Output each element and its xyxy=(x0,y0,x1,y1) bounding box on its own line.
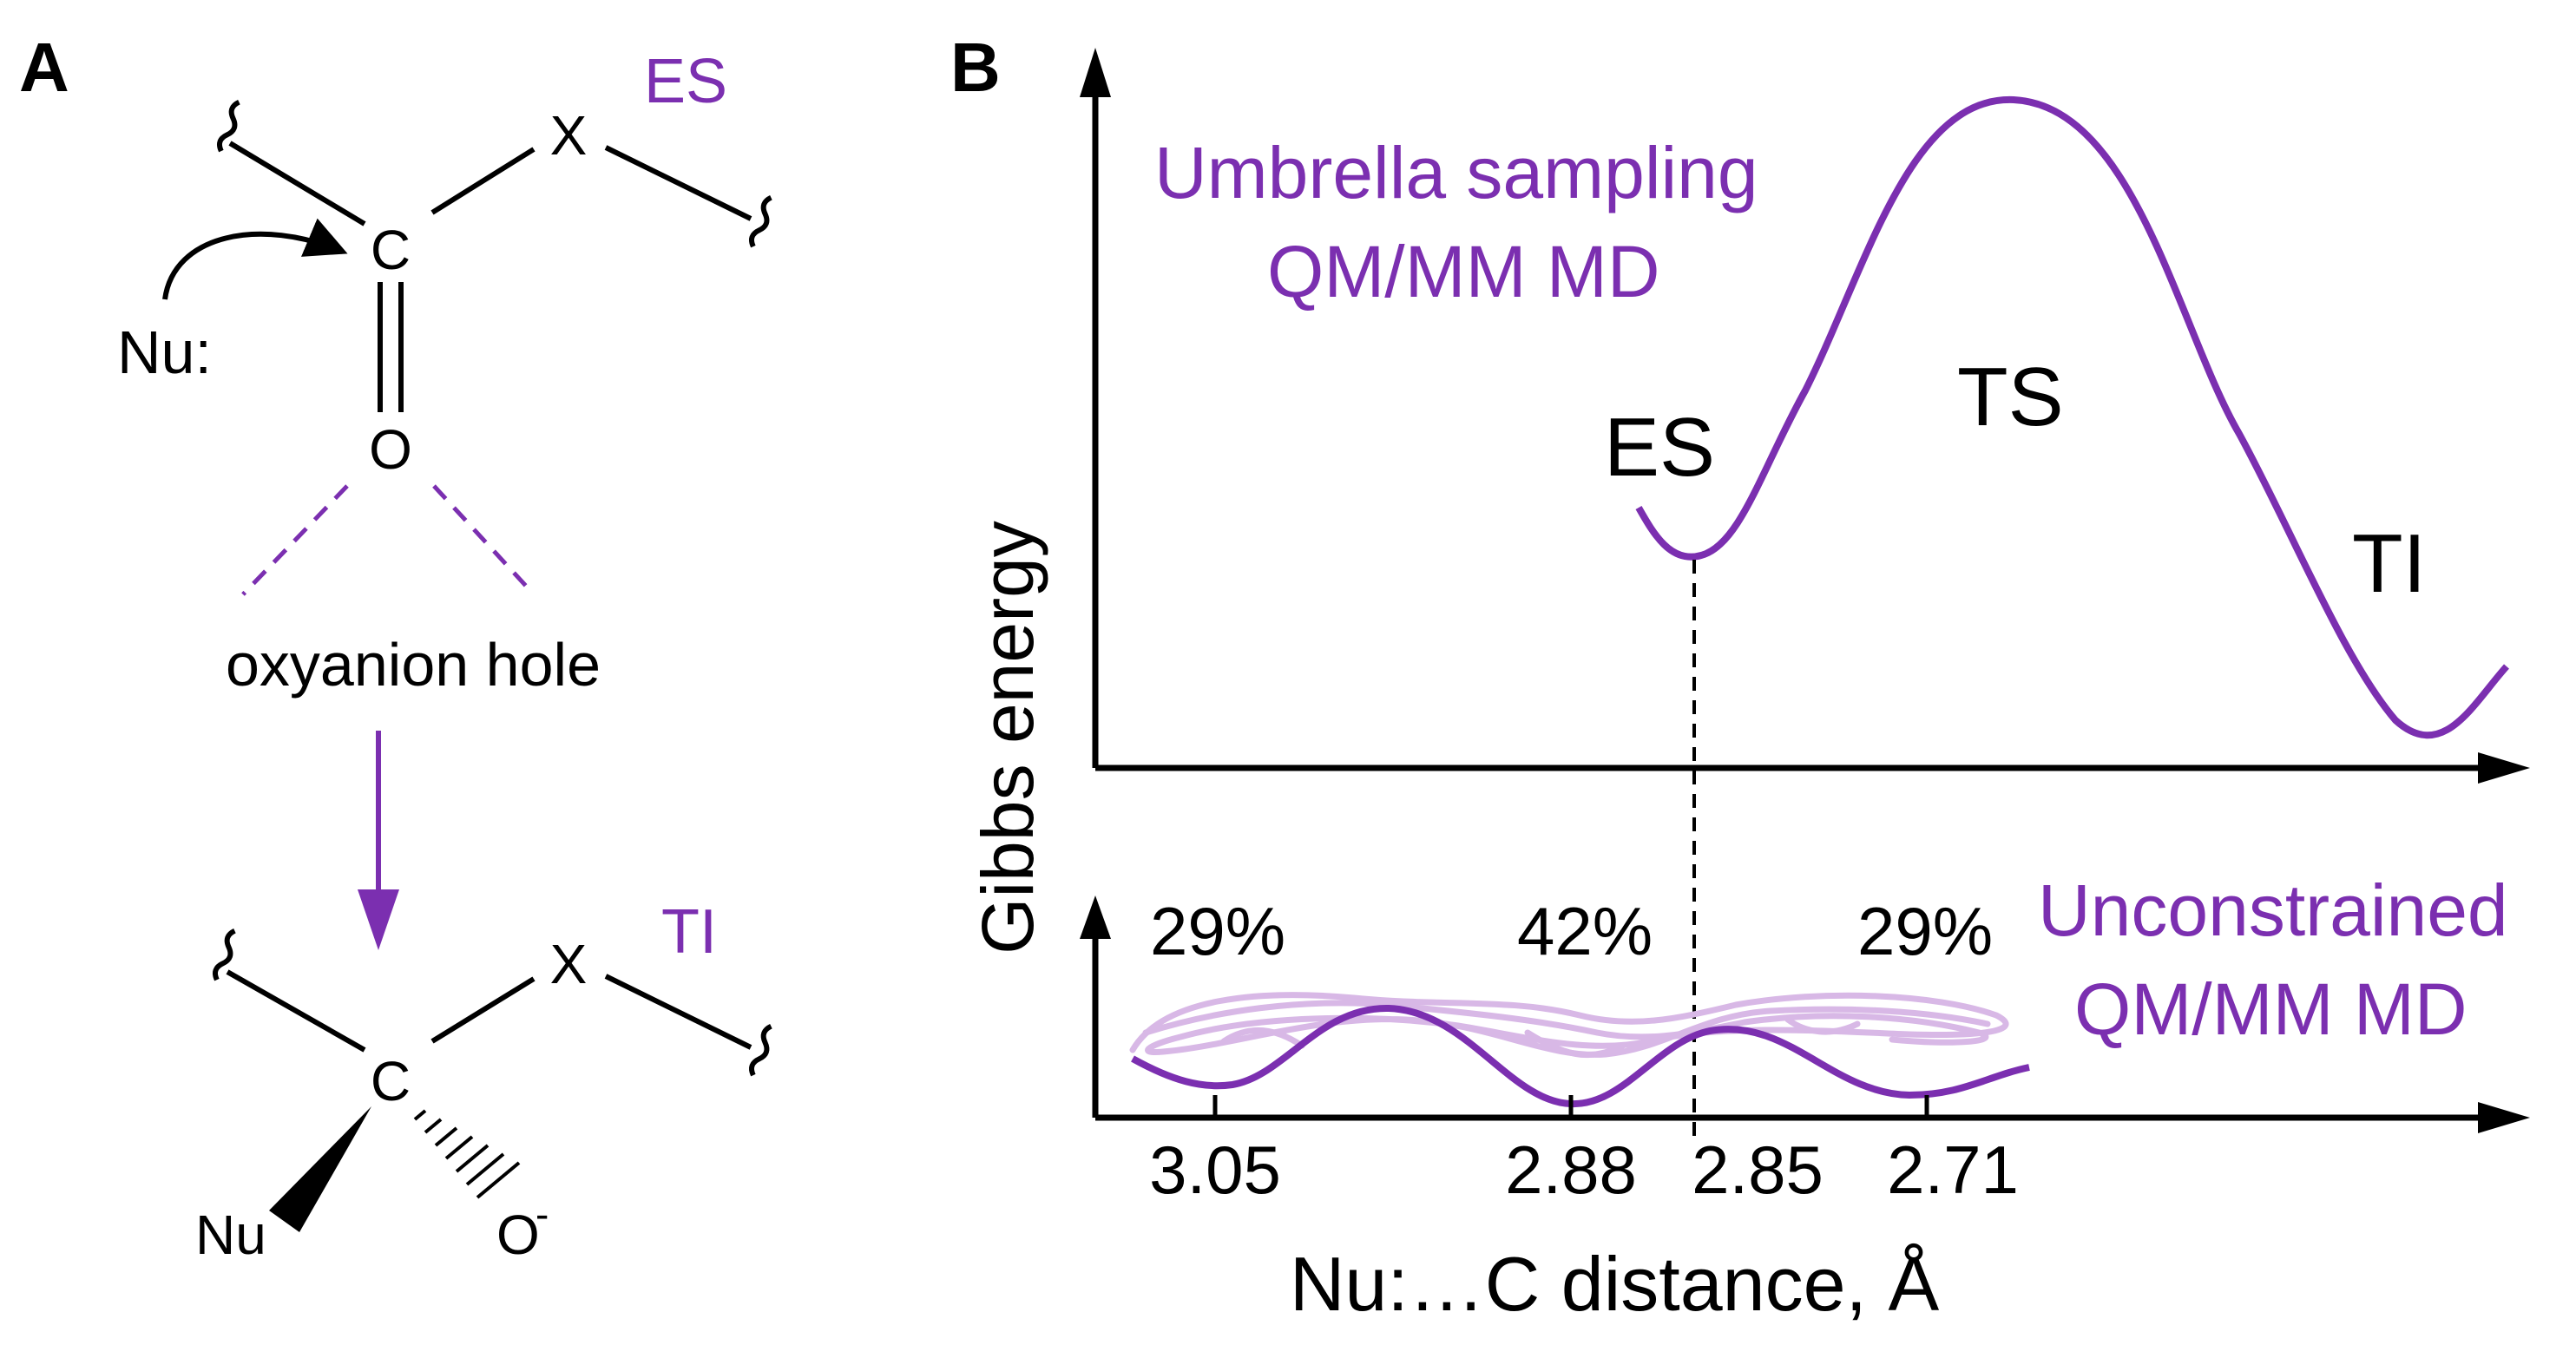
unconstrained-md-trajectory xyxy=(1129,992,2009,1059)
panel-b: B Gibbs energy Umbrella sampling QM/MM M… xyxy=(950,29,2530,1327)
c-x-bond xyxy=(430,147,536,215)
x-right-bond xyxy=(604,145,752,221)
bottom-c-x-bond xyxy=(430,976,536,1044)
tick-label-2-88: 2.88 xyxy=(1505,1132,1637,1208)
ti-state-label: TI xyxy=(661,897,717,967)
tick-label-2-71: 2.71 xyxy=(1887,1132,2019,1208)
tick-label-3-05: 3.05 xyxy=(1149,1132,1281,1208)
hashed-bond xyxy=(413,1109,521,1199)
lower-axes xyxy=(1080,896,2530,1133)
reaction-arrow xyxy=(358,731,399,950)
bottom-nucleophile: Nu xyxy=(195,1204,266,1266)
es-state-label: ES xyxy=(644,47,727,116)
bottom-oxygen-atom: O xyxy=(496,1204,540,1266)
panel-b-letter: B xyxy=(950,29,1001,106)
es-structure xyxy=(162,99,772,412)
bottom-carbon-atom: C xyxy=(371,1050,411,1112)
x-axis-label: Nu:…C distance, Å xyxy=(1290,1241,1940,1327)
top-right-wavy-bond xyxy=(749,194,772,248)
panel-a: A ES C X O Nu: oxyanion hole xyxy=(19,29,772,1266)
ti-label: TI xyxy=(2352,517,2426,610)
bottom-leaving-group-atom: X xyxy=(550,933,588,995)
top-carbon-atom: C xyxy=(371,219,411,281)
oxyanion-dash-right xyxy=(432,484,536,596)
panel-a-letter: A xyxy=(19,29,69,106)
lower-percentage-left: 29% xyxy=(1150,893,1285,969)
unconstrained-method-line1: Unconstrained xyxy=(2038,869,2508,951)
tick-label-2-85: 2.85 xyxy=(1692,1132,1824,1208)
umbrella-method-line1: Umbrella sampling xyxy=(1154,132,1758,213)
es-minimum-label: ES xyxy=(1604,401,1715,494)
oxyanion-dash-left xyxy=(241,484,349,596)
umbrella-method-line2: QM/MM MD xyxy=(1267,231,1660,312)
bottom-x-right-bond xyxy=(604,974,752,1050)
ti-structure xyxy=(213,928,772,1199)
x-axis-ticks xyxy=(1212,1095,1929,1118)
bottom-left-bond xyxy=(226,969,366,1053)
unconstrained-method-line2: QM/MM MD xyxy=(2074,968,2468,1050)
nucleophile-attack-arrow xyxy=(162,218,348,300)
bottom-oxygen-charge: - xyxy=(536,1191,549,1237)
top-nucleophile: Nu: xyxy=(117,318,212,386)
top-left-wavy-bond xyxy=(217,99,240,153)
bottom-right-wavy-bond xyxy=(749,1023,772,1077)
y-axis-label: Gibbs energy xyxy=(967,521,1048,955)
bottom-left-wavy-bond xyxy=(213,928,236,981)
wedge-bond xyxy=(269,1106,371,1232)
top-oxygen-atom: O xyxy=(369,418,412,481)
upper-axes xyxy=(1080,48,2530,784)
lower-percentage-middle: 42% xyxy=(1517,893,1653,969)
top-leaving-group-atom: X xyxy=(550,104,588,167)
umbrella-sampling-energy-curve xyxy=(1635,95,2509,739)
top-left-bond xyxy=(228,141,366,226)
oxyanion-hole-label: oxyanion hole xyxy=(226,631,601,699)
lower-percentage-right: 29% xyxy=(1857,893,1993,969)
ts-label: TS xyxy=(1957,351,2064,443)
oxyanion-hole-lines xyxy=(241,484,536,596)
